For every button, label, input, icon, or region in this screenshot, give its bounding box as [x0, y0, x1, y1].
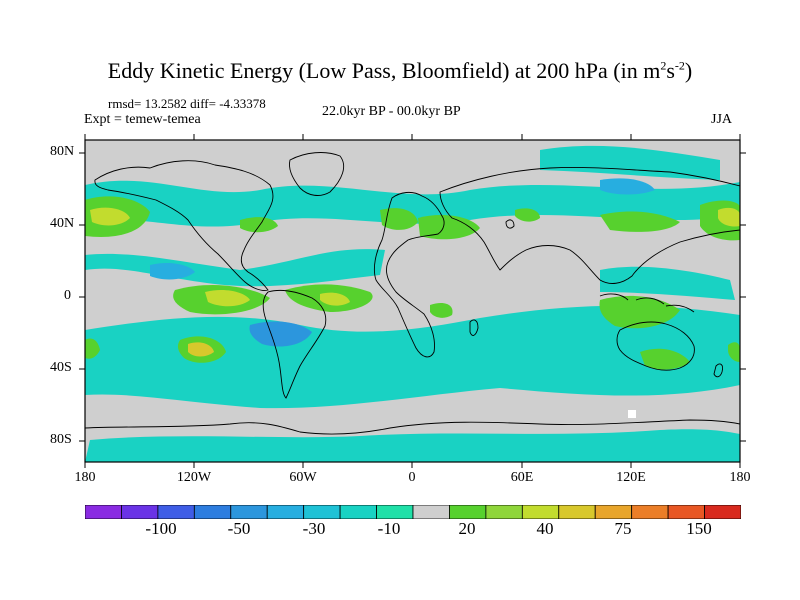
title-sup2: -2	[674, 58, 685, 73]
colorbar-swatch	[303, 505, 341, 519]
colorbar-swatch	[558, 505, 596, 519]
colorbar-swatch	[485, 505, 523, 519]
axis-ticks	[79, 134, 746, 468]
colorbar-label: 150	[686, 519, 712, 538]
colorbar-label: 40	[536, 519, 554, 538]
period-label: 22.0kyr BP - 00.0kyr BP	[322, 104, 461, 119]
colorbar-swatch	[339, 505, 377, 519]
lat-label-40s: 40S	[50, 360, 72, 375]
colorbar-swatch	[449, 505, 487, 519]
lat-label-40n: 40N	[50, 216, 75, 231]
lon-label-60w: 60W	[289, 470, 317, 485]
lon-label-120e: 120E	[616, 470, 646, 485]
colorbar-swatch	[121, 505, 159, 519]
lon-label-180e: 180	[729, 470, 751, 485]
title-sup1: 2	[660, 58, 667, 73]
colorbar-swatch	[85, 505, 122, 519]
lat-label-0: 0	[64, 288, 71, 303]
colorbar-swatch	[193, 505, 232, 519]
contour-fill	[85, 145, 740, 462]
title-mid: s	[666, 58, 675, 83]
colorbar-swatch	[521, 505, 560, 519]
colorbar-swatch	[667, 505, 705, 519]
coastlines	[85, 152, 740, 435]
experiment-label: Expt = temew-temea	[84, 112, 201, 127]
colorbar	[85, 505, 741, 519]
colorbar-swatch	[266, 505, 305, 519]
colorbar-swatch	[376, 505, 414, 519]
lon-label-60e: 60E	[510, 470, 534, 485]
colorbar-swatch	[230, 505, 268, 519]
lon-label-180w: 180	[74, 470, 96, 485]
plot-title: Eddy Kinetic Energy (Low Pass, Bloomfiel…	[0, 58, 800, 84]
colorbar-label: 20	[458, 519, 476, 538]
colorbar-label: -100	[145, 519, 177, 538]
lon-label-120w: 120W	[176, 470, 212, 485]
colorbar-label: -10	[377, 519, 401, 538]
lon-label-0: 0	[408, 470, 416, 485]
stats-text: rmsd= 13.2582 diff= -4.33378	[108, 96, 266, 111]
colorbar-swatch	[594, 505, 633, 519]
lat-label-80n: 80N	[50, 144, 75, 159]
colorbar-label: -50	[227, 519, 251, 538]
title-close: )	[684, 58, 693, 83]
title-main: Eddy Kinetic Energy (Low Pass, Bloomfiel…	[107, 58, 661, 83]
colorbar-swatch	[157, 505, 195, 519]
lat-label-80s: 80S	[50, 432, 72, 447]
season-label: JJA	[711, 112, 733, 127]
colorbar-swatch	[631, 505, 669, 519]
colorbar-label: -30	[302, 519, 326, 538]
colorbar-swatch	[704, 505, 741, 519]
colorbar-swatch	[412, 505, 450, 519]
colorbar-label: 75	[614, 519, 632, 538]
